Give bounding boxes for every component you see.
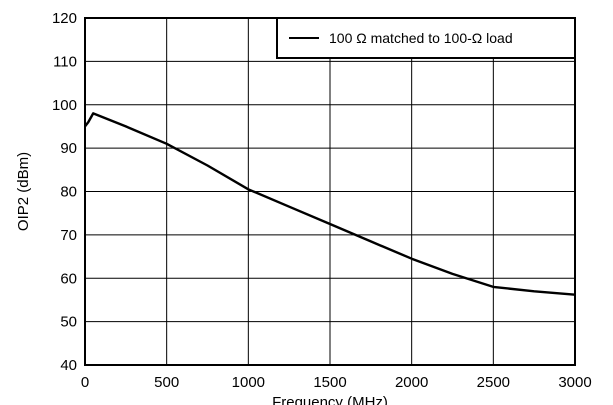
legend-box [276, 17, 576, 59]
legend-entry-label: 100 Ω matched to 100-Ω load [329, 30, 513, 46]
x-axis-label: Frequency (MHz) [272, 394, 388, 405]
x-tick-label: 2000 [395, 374, 428, 391]
x-tick-label: 3000 [558, 374, 591, 391]
y-tick-label: 40 [60, 357, 77, 374]
legend: 100 Ω matched to 100-Ω load [276, 17, 576, 59]
x-tick-label: 0 [81, 374, 89, 391]
y-tick-label: 70 [60, 227, 77, 244]
y-tick-label: 110 [53, 53, 77, 70]
tick-labels: 0 500 1000 1500 2000 2500 3000 40 50 60 70 80 90 100 1… [52, 10, 592, 391]
y-tick-label: 120 [52, 10, 77, 27]
series-lines [84, 112, 576, 296]
series-line-0 [84, 112, 576, 296]
y-axis-label: OIP2 (dBm) [15, 152, 32, 231]
y-tick-label: 100 [52, 97, 77, 114]
x-tick-label: 1000 [232, 374, 265, 391]
grid-lines [84, 17, 576, 366]
x-tick-label: 500 [154, 374, 179, 391]
y-tick-label: 90 [60, 140, 77, 157]
x-tick-label: 1500 [313, 374, 346, 391]
x-tick-label: 2500 [477, 374, 510, 391]
y-tick-label: 60 [60, 270, 77, 287]
y-tick-label: 80 [60, 184, 77, 201]
y-tick-label: 50 [60, 314, 77, 331]
